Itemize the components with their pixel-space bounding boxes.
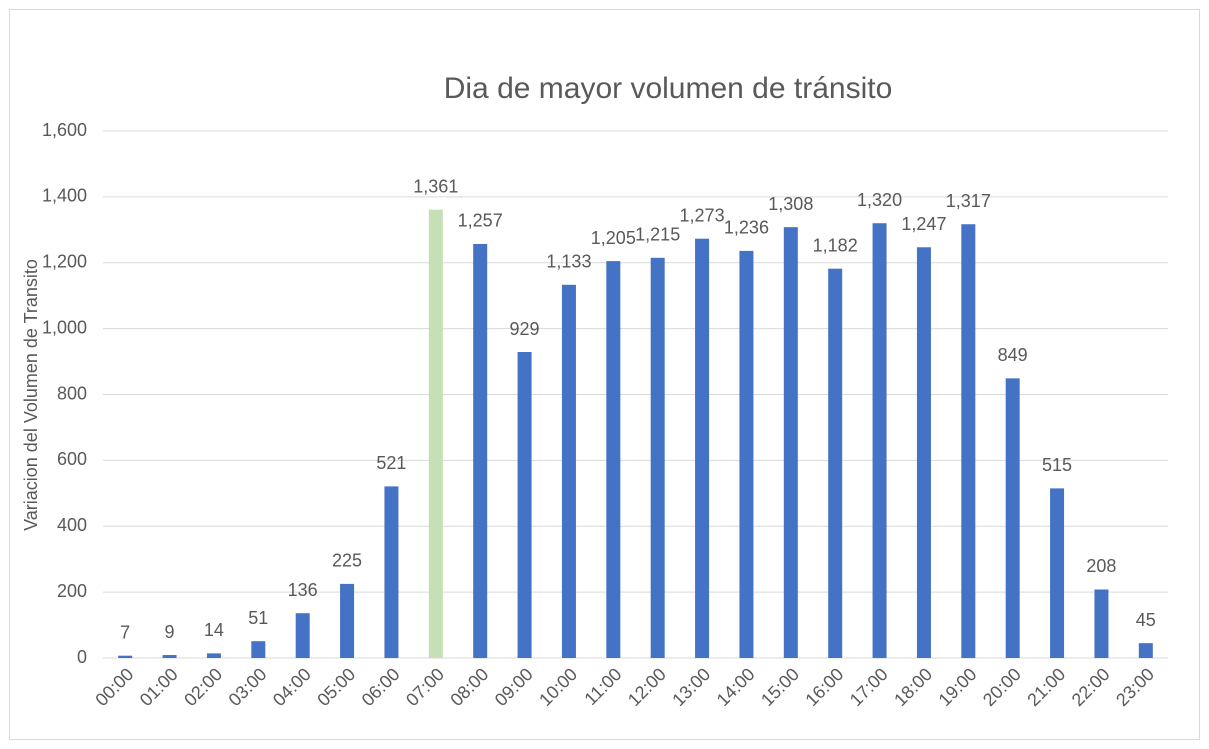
data-label: 1,205 bbox=[591, 228, 636, 248]
data-label: 1,182 bbox=[813, 235, 858, 255]
data-label: 7 bbox=[120, 622, 130, 642]
data-label: 1,317 bbox=[946, 191, 991, 211]
y-tick-label: 0 bbox=[77, 647, 87, 667]
data-label: 515 bbox=[1042, 455, 1072, 475]
bar bbox=[916, 247, 931, 658]
bar bbox=[206, 653, 221, 658]
bar bbox=[1138, 643, 1153, 658]
y-tick-label: 400 bbox=[57, 515, 87, 535]
data-label: 1,215 bbox=[635, 225, 680, 245]
bar bbox=[251, 641, 266, 658]
data-label: 1,320 bbox=[857, 190, 902, 210]
data-label: 225 bbox=[332, 551, 362, 571]
bar bbox=[739, 250, 754, 658]
data-label: 51 bbox=[248, 608, 268, 628]
data-label: 521 bbox=[376, 453, 406, 473]
data-label: 9 bbox=[165, 622, 175, 642]
bar bbox=[1094, 589, 1109, 658]
bar bbox=[561, 284, 576, 658]
bar bbox=[473, 243, 488, 658]
bar bbox=[783, 227, 798, 659]
chart-border bbox=[9, 9, 1200, 740]
y-axis-label: Variacion del Volumen de Transito bbox=[21, 259, 41, 531]
data-label: 136 bbox=[288, 580, 318, 600]
data-label: 1,247 bbox=[901, 214, 946, 234]
bar bbox=[650, 257, 665, 658]
bar bbox=[384, 486, 399, 658]
data-label: 1,133 bbox=[546, 252, 591, 272]
y-tick-label: 1,000 bbox=[42, 317, 87, 337]
chart-title: Dia de mayor volumen de tránsito bbox=[444, 72, 893, 105]
data-label: 929 bbox=[510, 319, 540, 339]
y-tick-label: 800 bbox=[57, 383, 87, 403]
data-label: 849 bbox=[998, 345, 1028, 365]
bar bbox=[606, 261, 621, 658]
bar bbox=[517, 352, 532, 658]
data-label: 208 bbox=[1086, 556, 1116, 576]
bar bbox=[872, 223, 887, 658]
bar bbox=[961, 224, 976, 658]
bar bbox=[695, 238, 710, 658]
bar bbox=[340, 583, 355, 658]
y-tick-label: 1,600 bbox=[42, 120, 87, 140]
y-tick-label: 200 bbox=[57, 581, 87, 601]
bar bbox=[162, 655, 177, 658]
bar bbox=[118, 655, 133, 658]
bar bbox=[1005, 378, 1020, 658]
bar bbox=[428, 209, 443, 658]
data-label: 14 bbox=[204, 620, 224, 640]
data-label: 1,236 bbox=[724, 218, 769, 238]
y-tick-label: 1,400 bbox=[42, 186, 87, 206]
data-label: 1,361 bbox=[413, 176, 458, 196]
y-tick-label: 600 bbox=[57, 449, 87, 469]
bar bbox=[1050, 488, 1065, 658]
bar bbox=[295, 613, 310, 658]
data-label: 1,257 bbox=[458, 211, 503, 231]
data-label: 1,273 bbox=[680, 205, 725, 225]
data-label: 45 bbox=[1136, 610, 1156, 630]
y-tick-label: 1,200 bbox=[42, 252, 87, 272]
data-label: 1,308 bbox=[768, 194, 813, 214]
bar bbox=[828, 268, 843, 658]
